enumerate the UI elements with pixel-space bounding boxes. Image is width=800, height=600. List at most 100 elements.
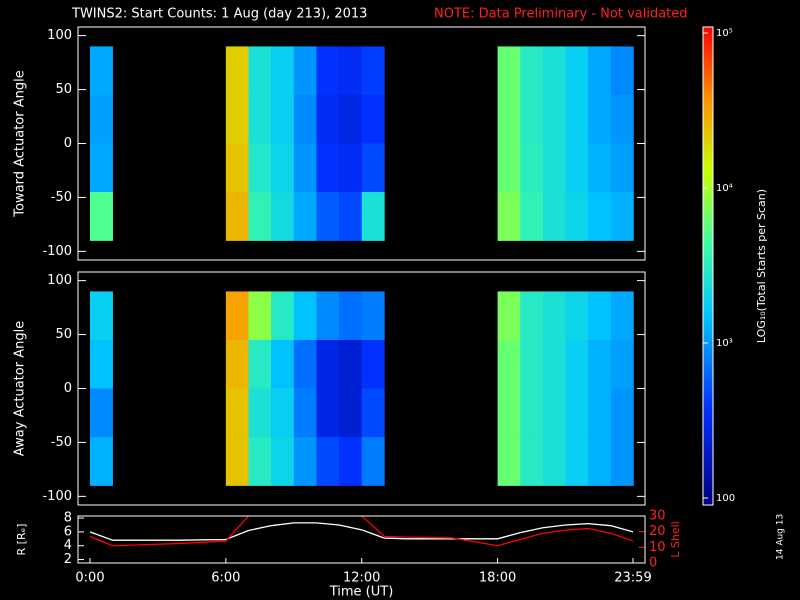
heatmap-cell [271, 143, 295, 193]
heatmap-cell [565, 143, 589, 193]
heatmap-cell [339, 94, 363, 144]
heatmap-cell [588, 94, 612, 144]
y-tick-label: 6 [64, 524, 72, 539]
heatmap-cell [271, 388, 295, 438]
x-tick-label: 18:00 [479, 571, 516, 586]
heatmap-cell [497, 291, 521, 341]
heatmap-cell [293, 339, 317, 389]
heatmap-cell [520, 437, 544, 486]
heatmap-cell [225, 143, 249, 193]
y-tick-label: 2 [64, 552, 72, 567]
y-tick-label: 100 [47, 28, 72, 43]
heatmap-cell [610, 388, 634, 438]
heatmap-cell [90, 291, 113, 341]
y2-tick-label: 10 [649, 540, 666, 555]
y-tick-label: 0 [64, 381, 72, 396]
panel-frame [77, 271, 646, 506]
heatmap-cell [610, 339, 634, 389]
heatmap-cell [361, 437, 385, 486]
heatmap-cell [497, 339, 521, 389]
heatmap-cell [339, 339, 363, 389]
colorbar-tick-label: 10⁵ [716, 28, 733, 39]
heatmap-cell [316, 46, 340, 96]
heatmap-cell [520, 46, 544, 96]
heatmap-cell [316, 388, 340, 438]
heatmap-cell [248, 192, 272, 241]
colorbar-tick-label: 10³ [716, 338, 733, 349]
heatmap-cell [293, 46, 317, 96]
heatmap-cell [361, 291, 385, 341]
heatmap-cell [497, 437, 521, 486]
heatmap-cell [542, 192, 566, 241]
heatmap-cell [90, 339, 113, 389]
heatmap-cell [361, 94, 385, 144]
heatmap-cell [293, 192, 317, 241]
heatmap-cell [542, 94, 566, 144]
heatmap-cell [316, 291, 340, 341]
y-tick-label: -100 [42, 489, 72, 504]
heatmap-cell [565, 94, 589, 144]
heatmap-cell [542, 291, 566, 341]
heatmap-cell [542, 388, 566, 438]
heatmap-cell [542, 143, 566, 193]
y-tick-label: 50 [55, 327, 72, 342]
y2-axis-label: L Shell [669, 521, 682, 557]
heatmap-cell [293, 388, 317, 438]
heatmap-cell [588, 339, 612, 389]
heatmap-cell [225, 339, 249, 389]
heatmap-cell [520, 192, 544, 241]
panel-frame [77, 515, 646, 564]
colorbar-tick-label: 10⁴ [716, 183, 733, 194]
heatmap-cell [316, 192, 340, 241]
heatmap-cell [610, 46, 634, 96]
heatmap-cell [610, 192, 634, 241]
line [89, 522, 634, 541]
heatmap-cell [271, 192, 295, 241]
heatmap-cell [248, 339, 272, 389]
heatmap-cell [316, 339, 340, 389]
heatmap-cell [497, 192, 521, 241]
y-tick-label: 4 [64, 538, 72, 553]
colorbar-tick-label: 100 [716, 493, 735, 504]
heatmap-cell [339, 192, 363, 241]
x-tick-label: 12:00 [343, 571, 380, 586]
x-axis-label: Time (UT) [329, 585, 394, 600]
heatmap-cell [271, 94, 295, 144]
heatmap-cell [565, 388, 589, 438]
heatmap-cell [588, 437, 612, 486]
heatmap-cell [361, 192, 385, 241]
heatmap-cell [610, 94, 634, 144]
heatmap-cell [293, 437, 317, 486]
heatmap-cell [565, 339, 589, 389]
heatmap-cell [339, 143, 363, 193]
heatmap-cell [565, 291, 589, 341]
heatmap-cell [610, 437, 634, 486]
heatmap-cell [542, 46, 566, 96]
heatmap-cell [271, 437, 295, 486]
heatmap-cell [497, 388, 521, 438]
heatmap-cell [271, 46, 295, 96]
y2-tick-label: 20 [649, 524, 666, 539]
heatmap-cell [248, 46, 272, 96]
y-axis-label: Away Actuator Angle [13, 321, 28, 456]
x-tick-label: 6:00 [211, 571, 240, 586]
heatmap-cell [588, 388, 612, 438]
colorbar [702, 26, 714, 506]
heatmap-cell [225, 437, 249, 486]
heatmap-cell [271, 291, 295, 341]
heatmap-cell [520, 143, 544, 193]
heatmap-cell [520, 388, 544, 438]
heatmap-cell [225, 192, 249, 241]
y-tick-label: -50 [51, 190, 72, 205]
y2-tick-label: 30 [649, 509, 666, 524]
panel-frame [77, 26, 646, 261]
heatmap-cell [293, 94, 317, 144]
chart-title: TWINS2: Start Counts: 1 Aug (day 213), 2… [71, 7, 367, 22]
y-axis-label: R [Rₑ] [15, 524, 28, 556]
y2-tick-label: 0 [649, 556, 657, 571]
heatmap-cell [565, 437, 589, 486]
heatmap-cell [248, 291, 272, 341]
heatmap-cell [361, 46, 385, 96]
heatmap-cell [497, 143, 521, 193]
